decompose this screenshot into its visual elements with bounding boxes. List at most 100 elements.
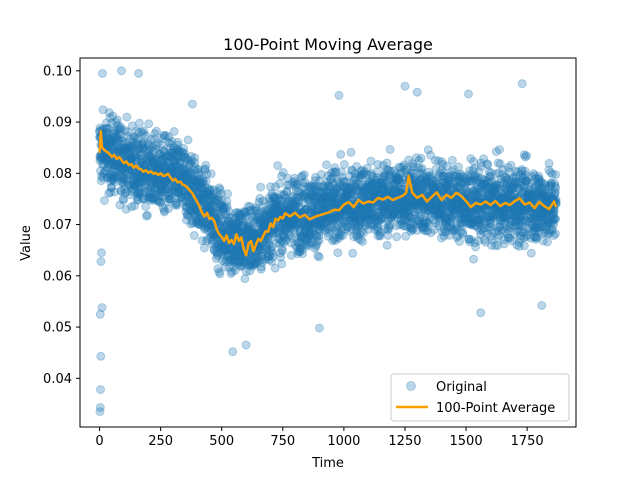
- scatter-point: [128, 178, 138, 187]
- x-tick-label: 1000: [327, 434, 360, 449]
- scatter-point: [118, 148, 128, 158]
- scatter-point: [392, 232, 402, 242]
- scatter-point: [134, 175, 144, 185]
- scatter-point: [112, 167, 122, 177]
- scatter-point: [157, 154, 167, 164]
- scatter-point: [156, 187, 166, 196]
- scatter-point: [135, 189, 145, 198]
- scatter-point: [95, 156, 105, 166]
- scatter-point: [526, 248, 536, 258]
- scatter-point: [201, 160, 211, 170]
- scatter-point: [277, 259, 287, 269]
- scatter-point: [107, 118, 117, 128]
- scatter-point: [101, 124, 111, 134]
- scatter-point: [95, 403, 105, 412]
- scatter-point: [206, 169, 216, 179]
- y-tick-label: 0.10: [43, 64, 72, 79]
- scatter-point: [121, 148, 131, 158]
- scatter-point: [131, 153, 141, 163]
- scatter-point: [152, 186, 162, 196]
- scatter-point: [113, 147, 123, 157]
- scatter-point: [153, 162, 163, 171]
- scatter-point: [146, 173, 156, 183]
- scatter-point: [134, 143, 144, 153]
- scatter-point: [104, 136, 114, 146]
- scatter-point: [136, 150, 146, 160]
- scatter-point: [120, 145, 130, 155]
- scatter-point: [147, 179, 157, 189]
- scatter-point: [107, 169, 117, 179]
- scatter-point: [139, 126, 149, 136]
- scatter-point: [145, 157, 155, 167]
- scatter-point: [140, 159, 150, 169]
- scatter-point: [117, 171, 127, 181]
- scatter-point: [118, 165, 127, 175]
- scatter-point: [121, 166, 131, 176]
- scatter-point: [336, 149, 346, 159]
- scatter-point: [551, 170, 561, 180]
- scatter-point: [537, 301, 547, 310]
- scatter-point: [142, 173, 152, 183]
- scatter-point: [99, 168, 109, 178]
- scatter-point: [130, 201, 139, 211]
- scatter-point: [153, 176, 163, 186]
- scatter-point: [131, 173, 141, 183]
- scatter-point: [116, 162, 126, 172]
- scatter-point: [455, 237, 464, 246]
- scatter-point: [137, 177, 147, 187]
- scatter-point: [147, 178, 157, 188]
- scatter-point: [146, 134, 156, 144]
- scatter-point: [551, 214, 560, 224]
- scatter-point: [133, 190, 143, 199]
- scatter-point: [156, 181, 166, 191]
- scatter-point: [109, 137, 118, 147]
- scatter-point: [144, 119, 154, 129]
- scatter-point: [136, 141, 146, 151]
- scatter-point: [127, 202, 137, 212]
- scatter-point: [151, 154, 161, 164]
- scatter-point: [116, 165, 126, 175]
- scatter-point: [169, 127, 179, 136]
- scatter-point: [111, 132, 121, 142]
- scatter-point: [143, 139, 153, 149]
- scatter-point: [135, 178, 145, 188]
- scatter-point: [153, 159, 162, 169]
- scatter-point: [138, 139, 148, 149]
- scatter-point: [118, 194, 128, 204]
- scatter-point: [103, 154, 113, 164]
- scatter-point: [108, 142, 118, 152]
- scatter-point: [148, 157, 158, 167]
- y-tick-label: 0.05: [43, 321, 72, 336]
- scatter-point: [147, 193, 157, 202]
- scatter-point: [119, 195, 128, 205]
- scatter-point: [139, 161, 149, 171]
- scatter-point: [149, 194, 158, 203]
- scatter-point: [119, 178, 129, 188]
- scatter-point: [124, 143, 134, 153]
- scatter-point: [131, 126, 141, 136]
- legend-label-original: Original: [436, 380, 487, 395]
- scatter-point: [144, 192, 154, 202]
- scatter-point: [322, 160, 331, 170]
- scatter-point: [141, 146, 150, 156]
- scatter-point: [117, 163, 127, 173]
- scatter-point: [144, 187, 154, 197]
- scatter-point: [116, 186, 126, 195]
- scatter-point: [157, 180, 167, 190]
- scatter-point: [215, 269, 225, 279]
- scatter-point: [138, 194, 148, 204]
- scatter-point: [113, 135, 123, 145]
- scatter-point: [116, 164, 126, 174]
- scatter-point: [103, 142, 113, 152]
- scatter-point: [156, 140, 166, 149]
- scatter-point: [128, 141, 138, 150]
- scatter-point: [118, 174, 128, 183]
- scatter-point: [96, 351, 106, 361]
- y-tick-label: 0.06: [43, 269, 72, 284]
- scatter-point: [134, 68, 144, 78]
- scatter-point: [106, 187, 115, 197]
- scatter-point: [96, 385, 105, 395]
- scatter-point: [101, 154, 111, 164]
- scatter-point: [146, 181, 156, 191]
- scatter-point: [126, 170, 136, 180]
